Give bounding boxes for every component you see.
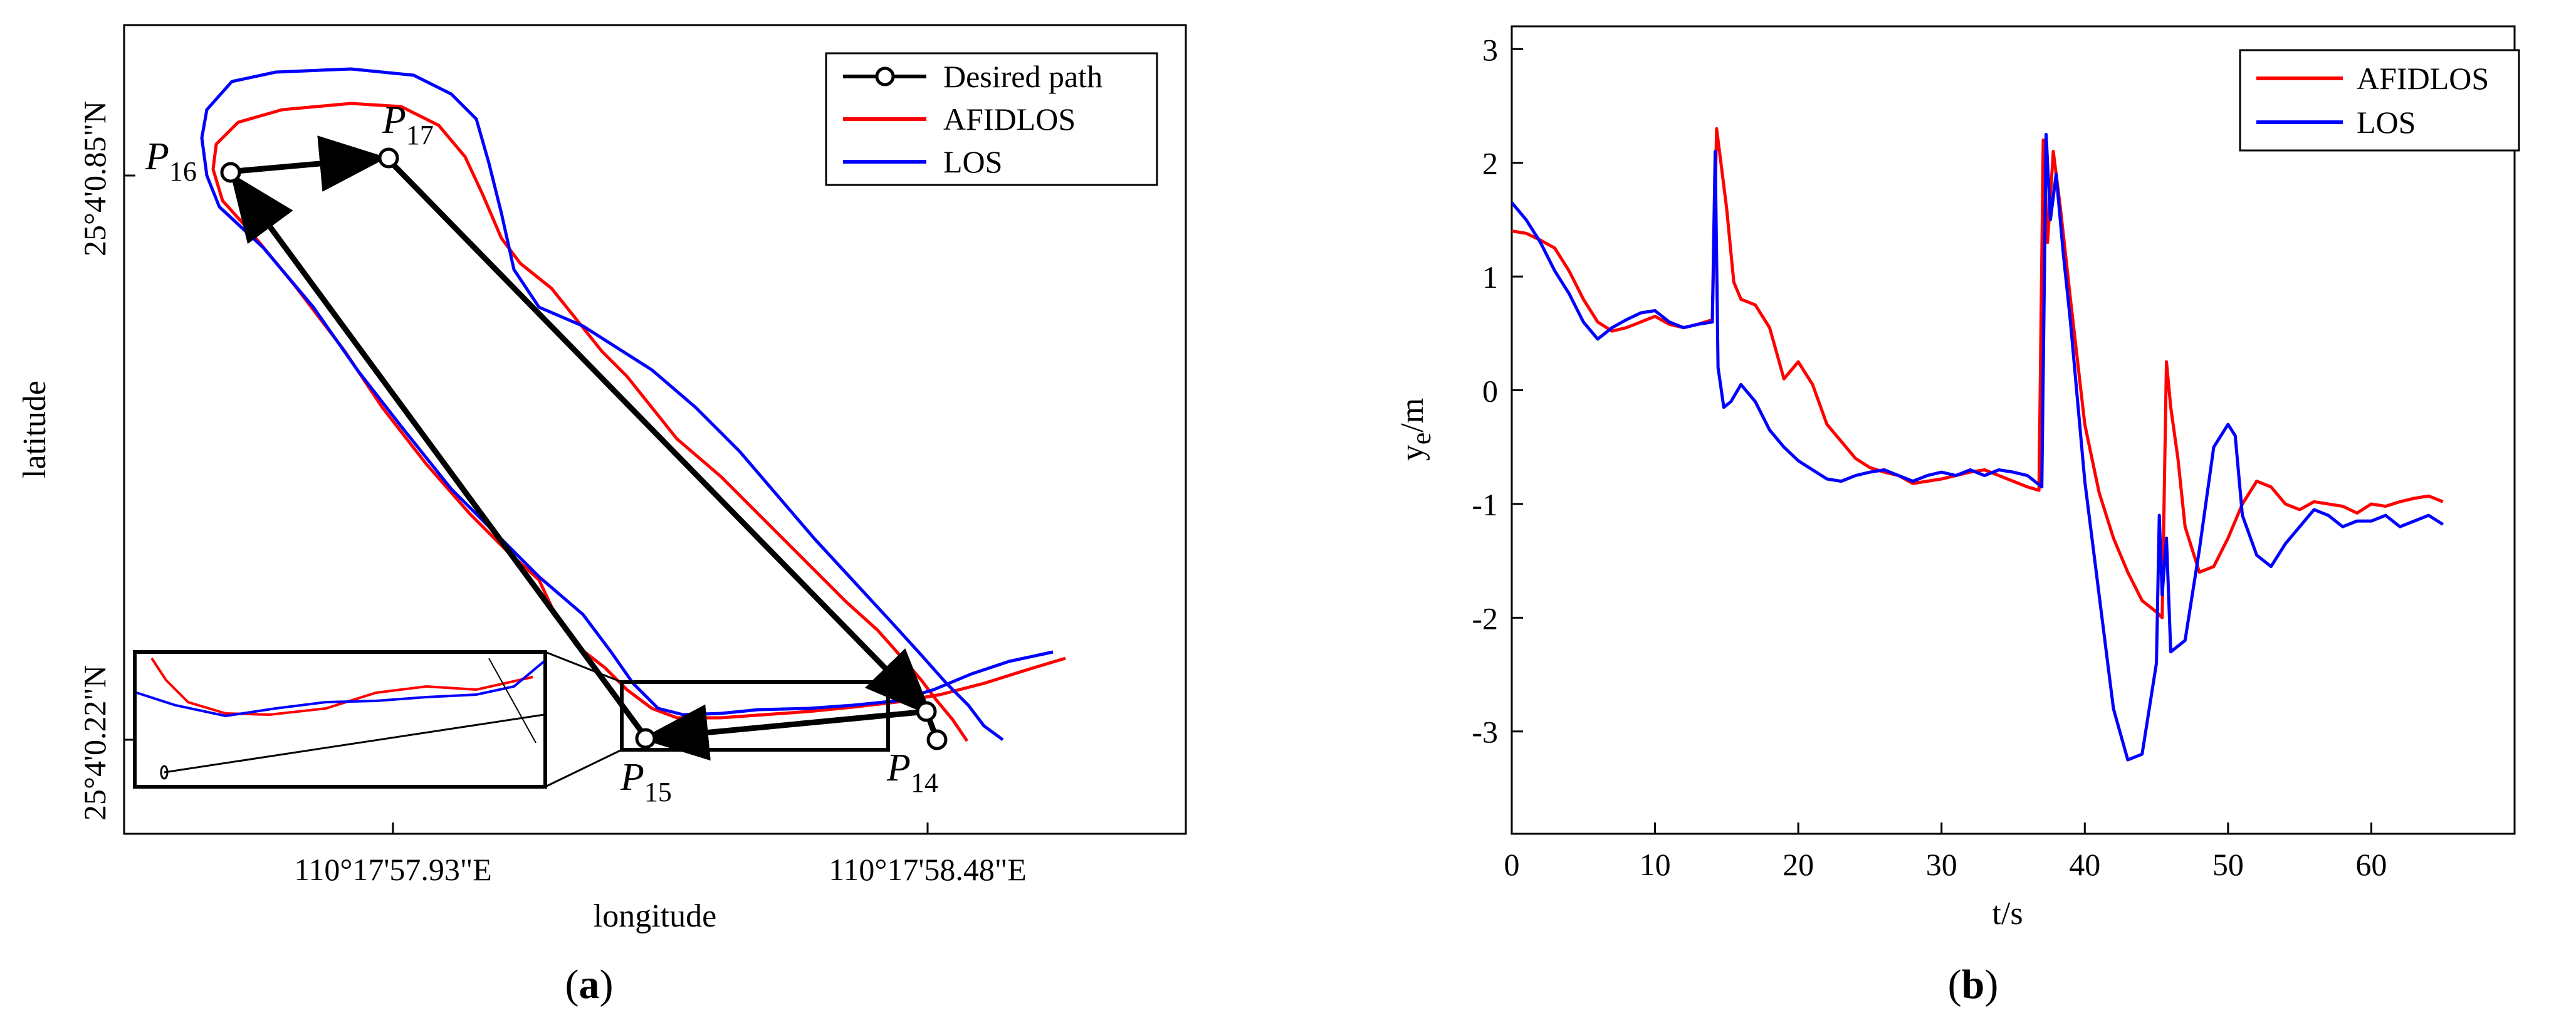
inset-waypoint-marker [160, 765, 169, 780]
waypoint-marker-p17 [378, 147, 399, 169]
series-a-afidlos [211, 102, 1066, 742]
legend-b-los-label: LOS [2357, 105, 2416, 140]
zoom-connector-bottom [545, 749, 622, 788]
x-tick-label-a-1: 110°17'57.93"E [294, 852, 492, 887]
desired-segment-p17-p14 [389, 160, 933, 717]
waypoint-marker-p16 [220, 162, 241, 183]
axes-b-frame [1511, 25, 2516, 835]
waypoint-label-p14: P14 [886, 747, 938, 798]
inset-magnified-view [133, 650, 547, 789]
x-axis-label-b: t/s [1992, 896, 2023, 932]
series-a-los [200, 67, 1054, 742]
y-axis-label-a: latitude [17, 381, 53, 478]
inset-los-line [136, 660, 545, 718]
inset-frame [133, 650, 547, 789]
series-a-desired-path [220, 135, 948, 761]
panel-b-label: (b) [1948, 962, 1999, 1007]
x-tick-label-b-6: 60 [2355, 847, 2387, 882]
legend-a: Desired path AFIDLOS LOS [825, 52, 1158, 186]
waypoint-label-p17: P17 [382, 99, 434, 150]
x-tick-label-b-0: 0 [1504, 847, 1520, 882]
panel-a-trajectory-chart: 110°17'57.93"E 110°17'58.48"E 25°4'0.85"… [17, 24, 1187, 1007]
x-tick-label-b-4: 40 [2069, 847, 2100, 882]
legend-a-los-label: LOS [943, 144, 1002, 179]
legend-a-desired-marker [875, 66, 895, 87]
y-axis-label-b: ye/m [1395, 398, 1437, 461]
legend-a-afidlos-label: AFIDLOS [943, 102, 1076, 137]
inset-desired-line [164, 713, 545, 774]
waypoint-marker-p14b [926, 729, 948, 750]
y-tick-label-b-2: 1 [1482, 260, 1498, 295]
legend-b-afidlos-label: AFIDLOS [2357, 61, 2489, 96]
x-tick-label-a-2: 110°17'58.48"E [829, 852, 1027, 887]
waypoint-label-p15: P15 [620, 756, 672, 807]
y-tick-label-b-3: 0 [1482, 374, 1498, 409]
inset-afidlos-line [150, 657, 533, 717]
legend-b-box [2239, 49, 2520, 152]
waypoint-marker-p14 [916, 701, 937, 722]
y-tick-label-b-4: -1 [1472, 487, 1498, 522]
inset-desired-line-2 [488, 658, 537, 744]
legend-b: AFIDLOS LOS [2239, 49, 2520, 152]
y-tick-label-b-0: 3 [1482, 32, 1498, 67]
desired-segment-p16-p17 [228, 135, 387, 192]
waypoint-label-p16: P16 [145, 135, 197, 187]
y-tick-label-b-5: -2 [1472, 601, 1498, 636]
zoom-connector-top [545, 651, 622, 683]
x-tick-label-b-2: 20 [1783, 847, 1814, 882]
waypoint-marker-p15 [635, 728, 656, 749]
x-tick-label-b-5: 50 [2212, 847, 2244, 882]
zoom-region-box [620, 680, 890, 752]
axes-b-series [1512, 127, 2444, 762]
x-axis-label-a: longitude [594, 898, 716, 934]
y-tick-label-a-1: 25°4'0.85"N [77, 101, 112, 256]
y-tick-label-a-2: 25°4'0.22"N [77, 665, 112, 821]
legend-a-desired-label: Desired path [943, 59, 1102, 94]
series-b-los [1512, 132, 2444, 762]
panel-a-label: (a) [565, 962, 614, 1007]
x-tick-label-b-1: 10 [1640, 847, 1671, 882]
x-tick-label-b-3: 30 [1926, 847, 1957, 882]
y-tick-label-b-1: 2 [1482, 146, 1498, 181]
y-tick-label-b-6: -3 [1472, 715, 1498, 750]
desired-segment-p15-p16 [230, 172, 643, 732]
